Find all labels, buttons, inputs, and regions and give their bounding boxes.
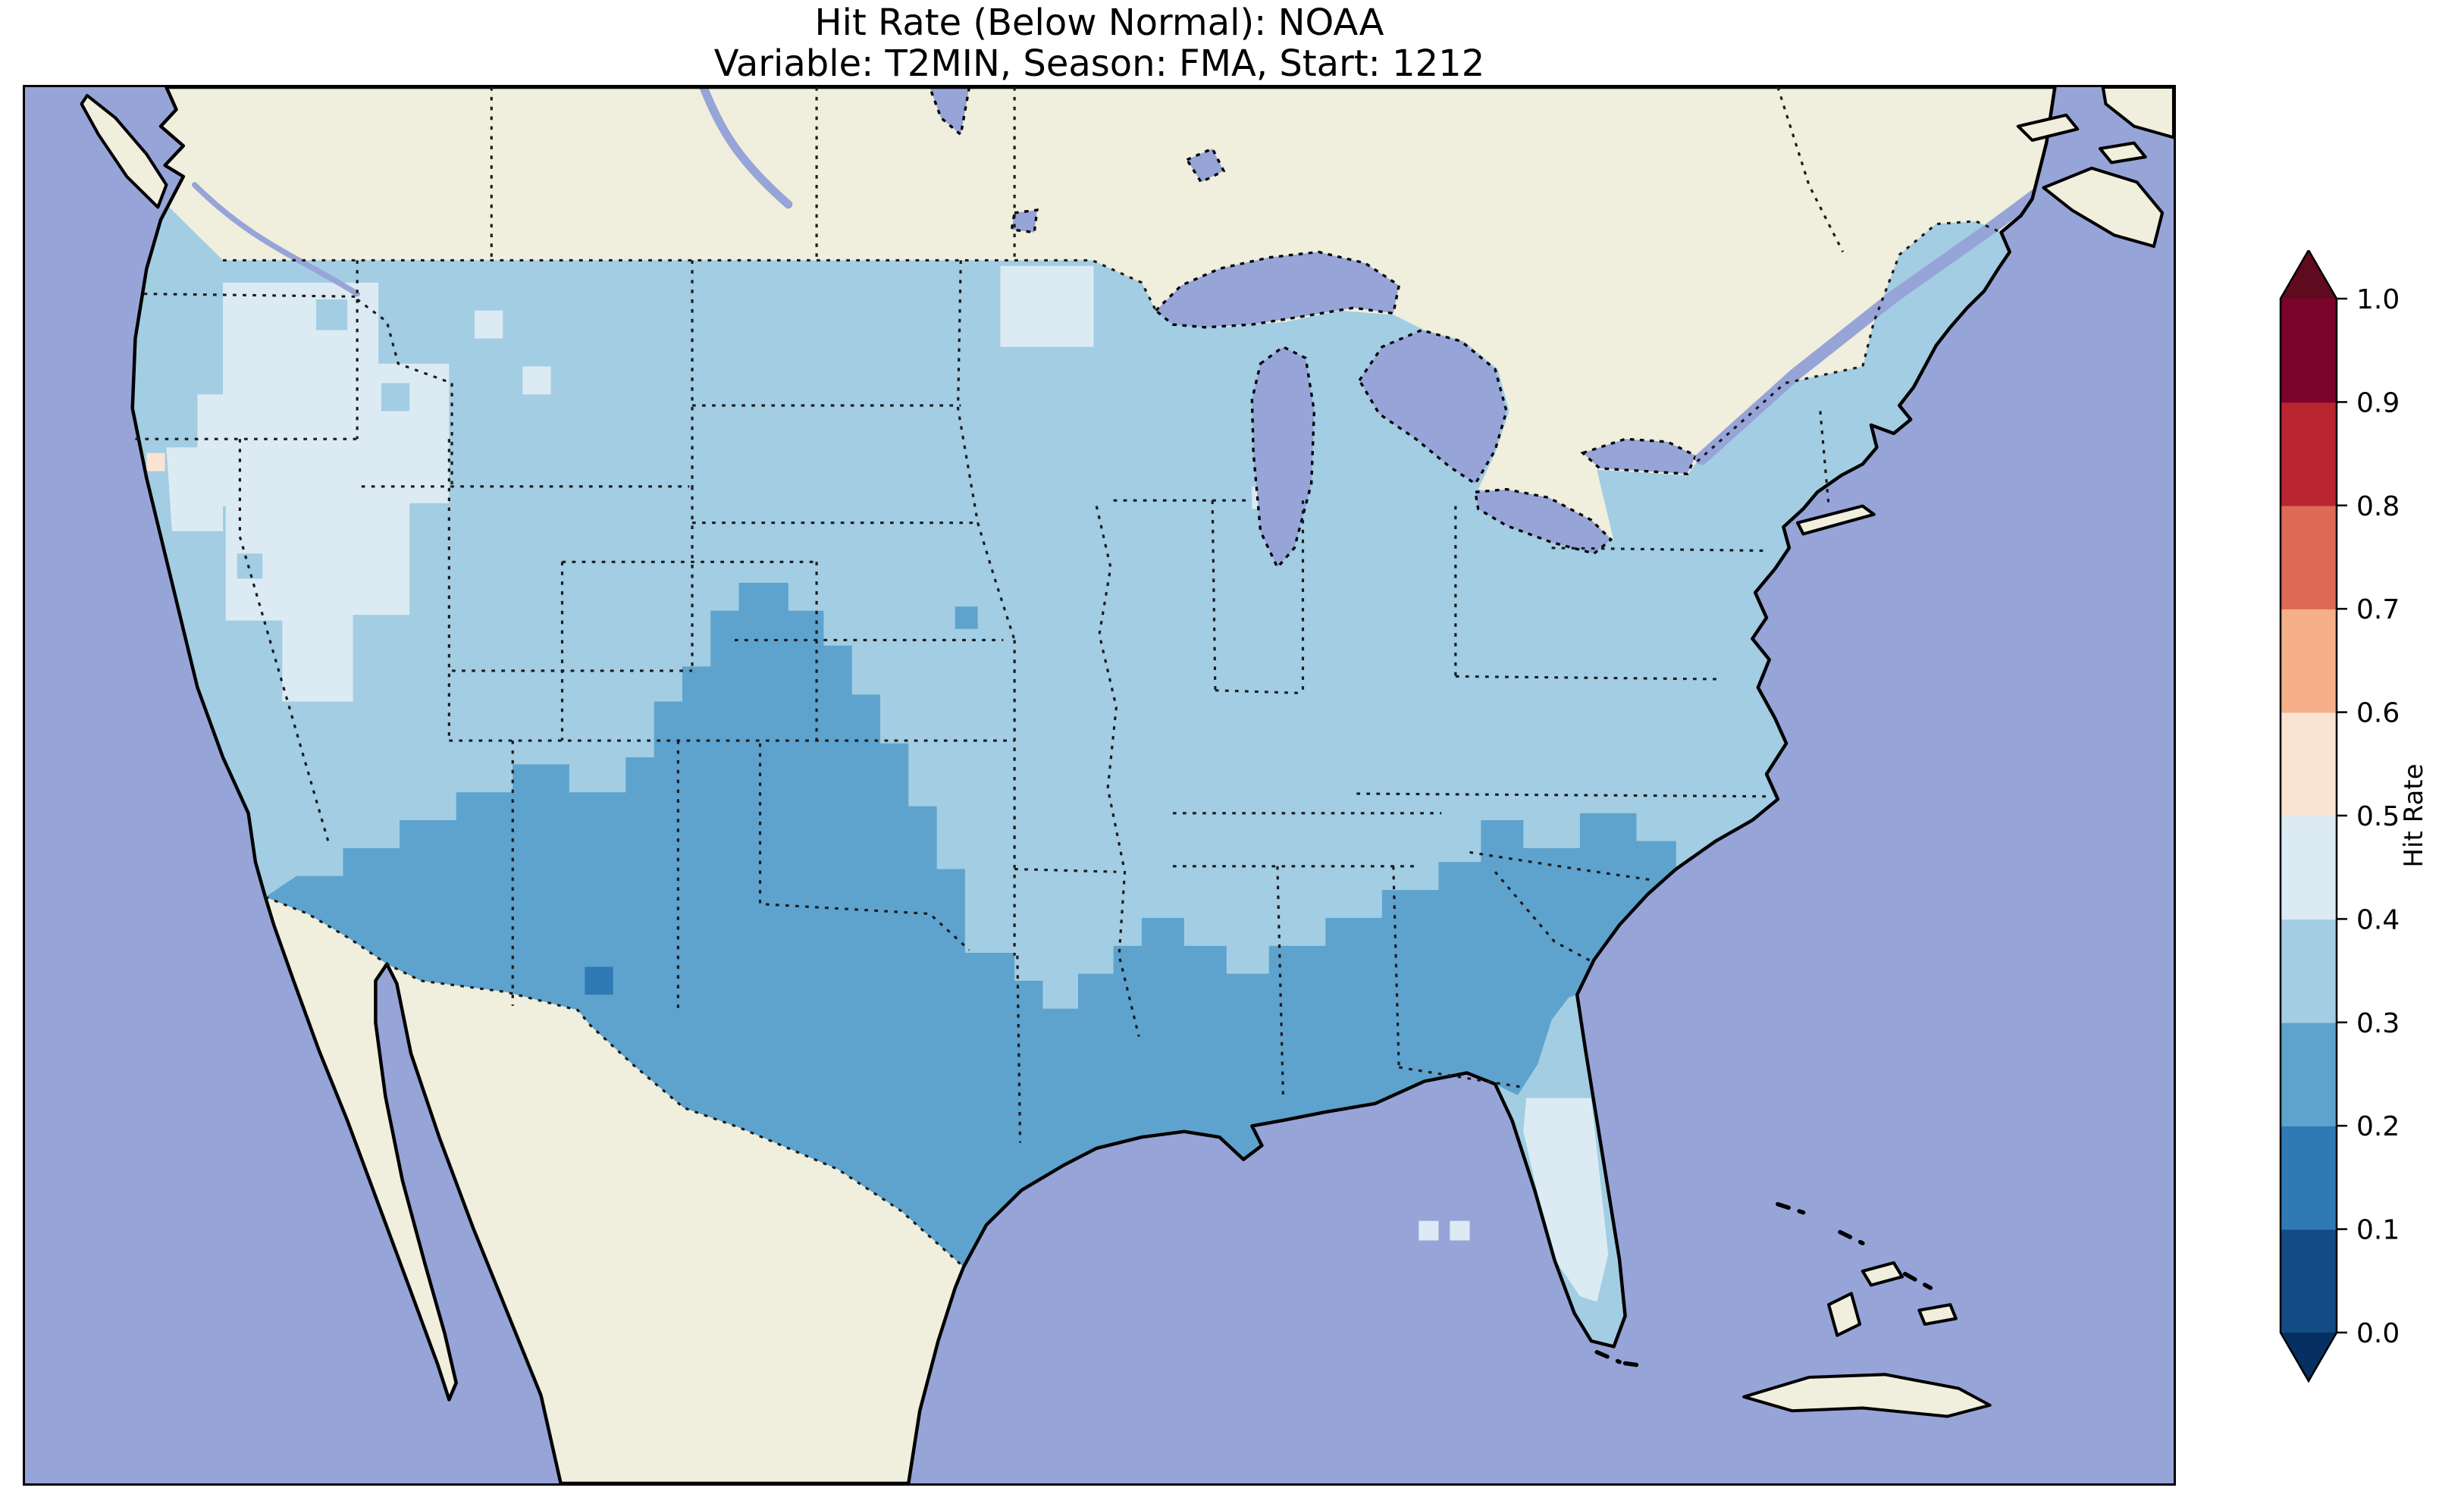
bahamas-dashes — [1776, 1201, 1933, 1290]
prince-edward-island — [2098, 141, 2147, 164]
lake-superior — [1154, 250, 1401, 329]
lake-of-the-woods — [1010, 208, 1039, 234]
lake-nipigon — [1185, 146, 1226, 184]
title-line-2: Variable: T2MIN, Season: FMA, Start: 121… — [713, 42, 1485, 85]
svg-text:0.6: 0.6 — [2356, 698, 2400, 729]
state-and-country-borders — [135, 87, 2002, 1268]
vancouver-island — [80, 94, 168, 209]
new-mexico-min-hit-rate-cell — [585, 966, 613, 995]
colorbar-tick-labels: 0.0 0.1 0.2 0.3 0.4 0.5 0.6 0.7 0.8 0.9 1.0 — [2337, 284, 2400, 1349]
columbia-river — [192, 182, 360, 297]
coastline — [130, 87, 2057, 1483]
colorbar: 0.0 0.1 0.2 0.3 0.4 0.5 0.6 0.7 0.8 0.9 1.0 Hit Ra… — [2279, 250, 2429, 1383]
svg-text:0.4: 0.4 — [2356, 904, 2400, 935]
cuba — [1742, 1373, 1992, 1418]
svg-text:0.3: 0.3 — [2356, 1008, 2400, 1039]
lake-ontario — [1580, 437, 1698, 475]
bahamas-island-1 — [1861, 1261, 1904, 1287]
figure-title: Hit Rate (Below Normal): NOAA Variable: … — [23, 2, 2176, 85]
bahamas-island-3 — [1827, 1292, 1862, 1337]
river — [699, 87, 793, 209]
map-canvas — [25, 87, 2174, 1483]
long-island — [1795, 504, 1876, 536]
colorbar-under-arrow — [2281, 1333, 2337, 1381]
svg-text:1.0: 1.0 — [2356, 284, 2400, 315]
us-hit-rate-base-region — [132, 207, 2010, 1347]
map-axes — [23, 85, 2176, 1486]
title-line-1: Hit Rate (Below Normal): NOAA — [814, 2, 1384, 44]
florida-pale-region — [1523, 1098, 1609, 1302]
colorbar-axis-label: Hit Rate — [2399, 763, 2429, 867]
anticosti-island — [2016, 113, 2080, 143]
california-above-half-cell — [146, 453, 165, 471]
lake-winnipeg — [928, 87, 971, 137]
florida-keys — [1594, 1350, 1647, 1369]
lake-erie — [1473, 487, 1613, 556]
lake-huron — [1358, 328, 1508, 486]
colorbar-over-arrow — [2281, 250, 2337, 299]
svg-text:0.1: 0.1 — [2356, 1215, 2400, 1246]
colorbar-bins — [2281, 299, 2337, 1333]
bahamas-island-2 — [1917, 1303, 1958, 1326]
svg-text:0.7: 0.7 — [2356, 594, 2400, 625]
svg-text:0.9: 0.9 — [2356, 387, 2400, 418]
islands — [80, 87, 2174, 1418]
svg-text:0.0: 0.0 — [2356, 1318, 2400, 1349]
great-lakes — [1154, 250, 1698, 570]
nova-scotia — [2042, 166, 2165, 249]
svg-text:0.5: 0.5 — [2356, 801, 2400, 832]
svg-text:0.8: 0.8 — [2356, 491, 2400, 522]
newfoundland — [2101, 87, 2174, 139]
offshore-data-cells — [1419, 1220, 1470, 1241]
lake-michigan — [1250, 345, 1316, 570]
low-hit-rate-south-region — [265, 582, 1676, 1267]
island-chain-dashes — [1594, 1201, 1933, 1369]
svg-text:0.2: 0.2 — [2356, 1111, 2400, 1142]
